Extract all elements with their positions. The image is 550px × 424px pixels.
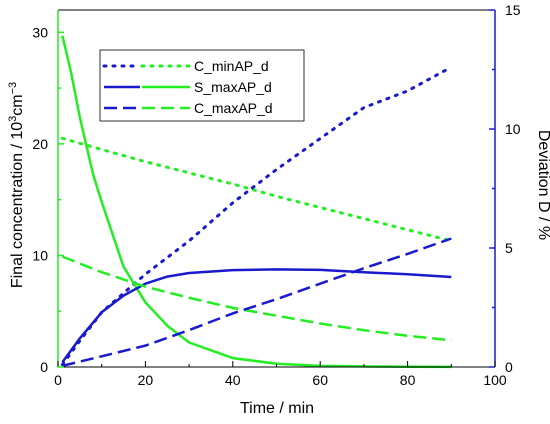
y-left-tick-label: 30 xyxy=(32,24,48,40)
x-tick-label: 80 xyxy=(400,372,416,388)
y-axis-left-title-main: Final concentration / 10 xyxy=(9,122,26,288)
y-axis-left-title-sup1: 3 xyxy=(7,116,19,122)
y-right-tick-label: 10 xyxy=(505,121,521,137)
series-layer xyxy=(60,35,453,369)
y-left-tick-label: 0 xyxy=(40,359,48,375)
y-axis-left-title: Final concentration / 103cm−3 xyxy=(7,82,26,288)
y-right-tick-label: 5 xyxy=(505,240,513,256)
y-left-tick-label: 20 xyxy=(32,136,48,152)
series-line-s-maxap-d-left xyxy=(61,35,452,369)
y-axis-left-title-sup2: −3 xyxy=(7,82,19,95)
legend-entry: C_maxAP_d xyxy=(104,100,273,116)
series-line-c-minap-d-right xyxy=(60,68,449,367)
series-line-c-maxap-d-right xyxy=(62,237,452,368)
series-line-s-maxap-d-right xyxy=(61,268,452,363)
legend-entry: S_maxAP_d xyxy=(104,79,272,95)
legend-label: C_minAP_d xyxy=(194,58,269,74)
x-tick-label: 20 xyxy=(138,372,154,388)
legend: C_minAP_d S_maxAP_d C_maxAP_d xyxy=(99,49,305,122)
legend-entry: C_minAP_d xyxy=(102,58,269,74)
x-tick-label: 100 xyxy=(483,372,507,388)
x-tick-label: 0 xyxy=(54,372,62,388)
legend-label: C_maxAP_d xyxy=(194,100,273,116)
series-line-c-maxap-d-left xyxy=(61,255,452,342)
x-tick-label: 40 xyxy=(225,372,241,388)
y-axis-left-title-unit: cm xyxy=(9,94,26,115)
series-line-c-minap-d-left xyxy=(60,136,453,243)
y-axis-right-title: Deviation D / % xyxy=(535,130,550,240)
legend-label: S_maxAP_d xyxy=(194,79,272,95)
y-right-tick-label: 0 xyxy=(505,359,513,375)
y-right-tick-label: 15 xyxy=(505,2,521,18)
x-axis-title: Time / min xyxy=(240,400,314,417)
y-left-tick-label: 10 xyxy=(32,247,48,263)
x-tick-label: 60 xyxy=(312,372,328,388)
